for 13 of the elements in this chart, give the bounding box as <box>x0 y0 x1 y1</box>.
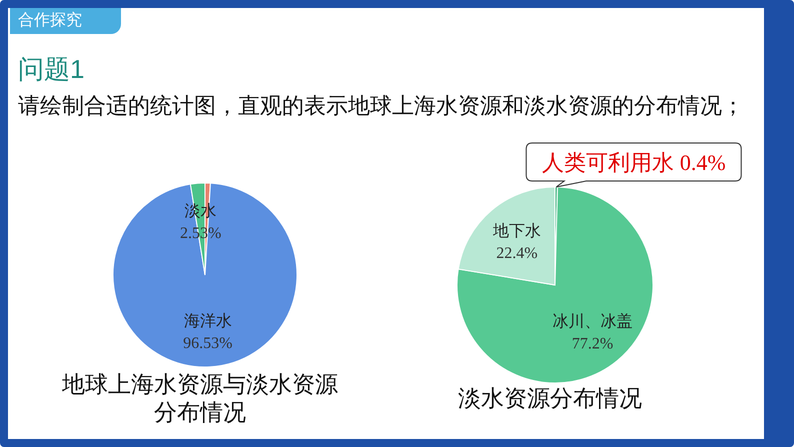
text: 问题1 <box>18 53 84 86</box>
data-label: 77.2% <box>572 335 614 352</box>
slice-label: 海洋水 <box>184 312 232 330</box>
data-label: 96.53% <box>183 335 232 352</box>
slice-label: 人类可利用水 <box>542 150 674 176</box>
text: 地球上海水资源与淡水资源分布情况 <box>61 370 339 426</box>
text: 淡水资源分布情况 <box>457 384 643 412</box>
slice-label: 地下水 <box>492 222 541 240</box>
data-label: 22.4% <box>496 245 538 262</box>
data-label: 0.4% <box>680 150 726 176</box>
text: 合作探究 <box>10 8 121 34</box>
slice-label: 冰川、冰盖 <box>552 312 632 330</box>
text: 请绘制合适的统计图，直观的表示地球上海水资源和淡水资源的分布情况； <box>18 92 745 120</box>
